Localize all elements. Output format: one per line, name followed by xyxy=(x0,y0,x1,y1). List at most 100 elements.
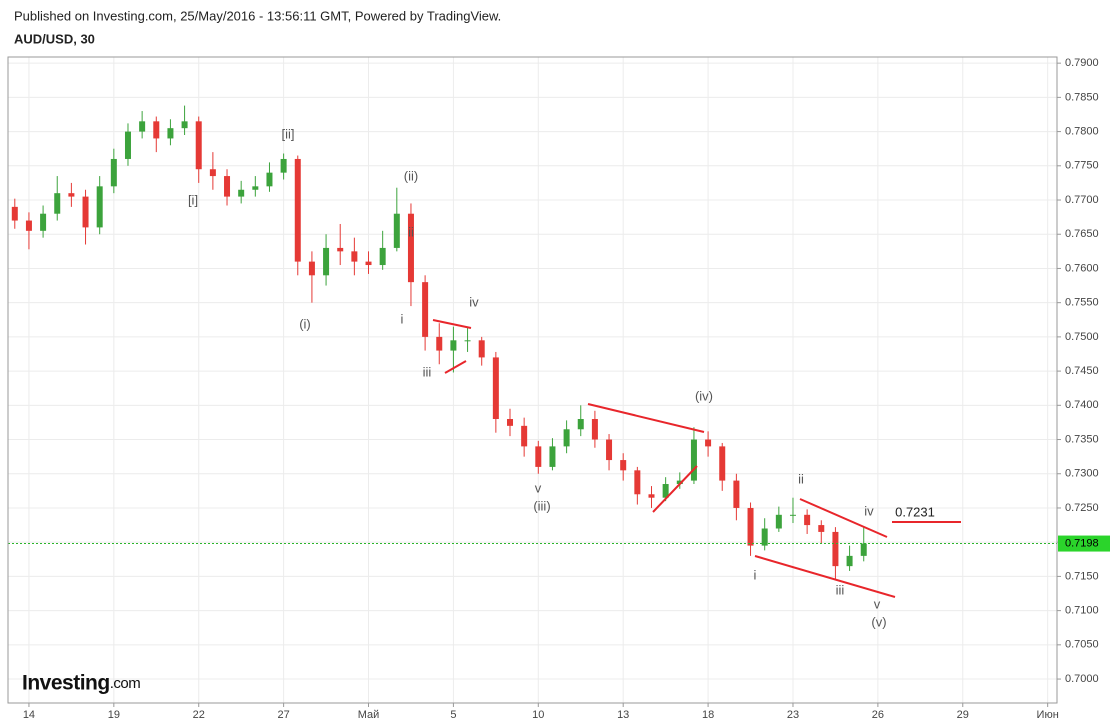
candle-body xyxy=(68,193,75,197)
x-tick-label: Июн xyxy=(1037,709,1059,721)
x-tick-label: 29 xyxy=(957,709,969,721)
candle-body xyxy=(832,531,839,567)
candle-body xyxy=(648,494,655,498)
x-tick-label: 22 xyxy=(193,709,205,721)
y-tick-label: 0.7000 xyxy=(1065,673,1099,685)
wave-label: [i] xyxy=(188,192,198,207)
candle-body xyxy=(308,261,315,276)
candles xyxy=(11,105,867,580)
candle-body xyxy=(181,121,188,129)
candle-body xyxy=(789,514,796,516)
candle-body xyxy=(351,251,358,262)
candle-body xyxy=(860,543,867,556)
candle-body xyxy=(238,189,245,197)
candle-body xyxy=(280,158,287,173)
candle-body xyxy=(464,340,471,342)
x-tick-label: 23 xyxy=(787,709,799,721)
logo: Investing.com xyxy=(22,672,140,695)
y-tick-label: 0.7650 xyxy=(1065,228,1099,240)
candle-body xyxy=(521,425,528,447)
trend-line xyxy=(587,403,705,433)
candle-body xyxy=(733,480,740,508)
candle-body xyxy=(507,419,514,426)
candle-body xyxy=(690,439,697,481)
y-tick-label: 0.7300 xyxy=(1065,468,1099,480)
wave-label: iv xyxy=(864,503,874,518)
candle-body xyxy=(804,514,811,526)
candle-body xyxy=(82,196,89,228)
candle-body xyxy=(294,158,301,262)
current-price-label: 0.7198 xyxy=(1065,537,1099,549)
wave-label: 0.7231 xyxy=(895,504,935,519)
candle-body xyxy=(450,340,457,351)
candle-body xyxy=(11,206,18,221)
y-tick-label: 0.7550 xyxy=(1065,297,1099,309)
candle-body xyxy=(209,169,216,177)
wave-label: v xyxy=(535,480,542,495)
candle-body xyxy=(662,484,669,498)
candle-body xyxy=(549,446,556,467)
candle-body xyxy=(40,213,47,231)
y-tick-label: 0.7800 xyxy=(1065,125,1099,137)
x-tick-label: 5 xyxy=(450,709,456,721)
trend-line xyxy=(799,498,888,538)
candle-body xyxy=(124,131,131,159)
y-tick-label: 0.7150 xyxy=(1065,570,1099,582)
candle-body xyxy=(492,357,499,420)
x-tick-label: 18 xyxy=(702,709,714,721)
candle-body xyxy=(365,261,372,266)
candle-body xyxy=(323,247,330,276)
candle-body xyxy=(195,121,202,170)
candle-body xyxy=(224,176,231,197)
y-tick-label: 0.7400 xyxy=(1065,399,1099,411)
candle-body xyxy=(818,525,825,532)
wave-label: ii xyxy=(798,471,804,486)
candle-body xyxy=(337,247,344,252)
candle-body xyxy=(563,429,570,447)
candle-body xyxy=(54,193,61,214)
y-tick-label: 0.7500 xyxy=(1065,331,1099,343)
candle-body xyxy=(591,419,598,440)
x-tick-label: 13 xyxy=(617,709,629,721)
candle-body xyxy=(407,213,414,283)
symbol: AUD/USD, 30 xyxy=(14,31,95,46)
y-tick-label: 0.7100 xyxy=(1065,605,1099,617)
candle-body xyxy=(705,439,712,447)
y-tick-label: 0.7850 xyxy=(1065,91,1099,103)
published-note: Published on Investing.com, 25/May/2016 … xyxy=(14,8,501,23)
wave-label: (v) xyxy=(871,614,886,629)
wave-label: v xyxy=(874,596,881,611)
x-tick-label: 10 xyxy=(532,709,544,721)
candle-body xyxy=(634,470,641,495)
y-tick-label: 0.7750 xyxy=(1065,160,1099,172)
candle-body xyxy=(393,213,400,248)
wave-label: ii xyxy=(408,224,414,239)
candle-body xyxy=(379,247,386,266)
grid xyxy=(8,57,1057,703)
candle-body xyxy=(719,446,726,481)
wave-label: iv xyxy=(469,294,479,309)
wave-label: (iii) xyxy=(533,498,550,513)
y-tick-label: 0.7050 xyxy=(1065,639,1099,651)
wave-label: (iv) xyxy=(695,388,713,403)
y-tick-label: 0.7600 xyxy=(1065,262,1099,274)
candle-body xyxy=(535,446,542,467)
candle-body xyxy=(139,121,146,132)
candle-body xyxy=(747,507,754,546)
candle-body xyxy=(478,340,485,358)
candle-body xyxy=(96,186,103,228)
candle-body xyxy=(153,121,160,139)
overlays: [ii][i](ii)ii(i) iiviiiv(iii)(iv)iiiviiii… xyxy=(8,126,1057,629)
y-tick-label: 0.7350 xyxy=(1065,433,1099,445)
candle-body xyxy=(266,172,273,187)
wave-label: (i) xyxy=(299,316,311,331)
trend-line xyxy=(444,360,467,374)
candle-body xyxy=(761,528,768,546)
candle-body xyxy=(436,336,443,351)
x-tick-label: 26 xyxy=(872,709,884,721)
candle-body xyxy=(846,555,853,567)
x-tick-label: 19 xyxy=(108,709,120,721)
candle-body xyxy=(620,460,627,471)
